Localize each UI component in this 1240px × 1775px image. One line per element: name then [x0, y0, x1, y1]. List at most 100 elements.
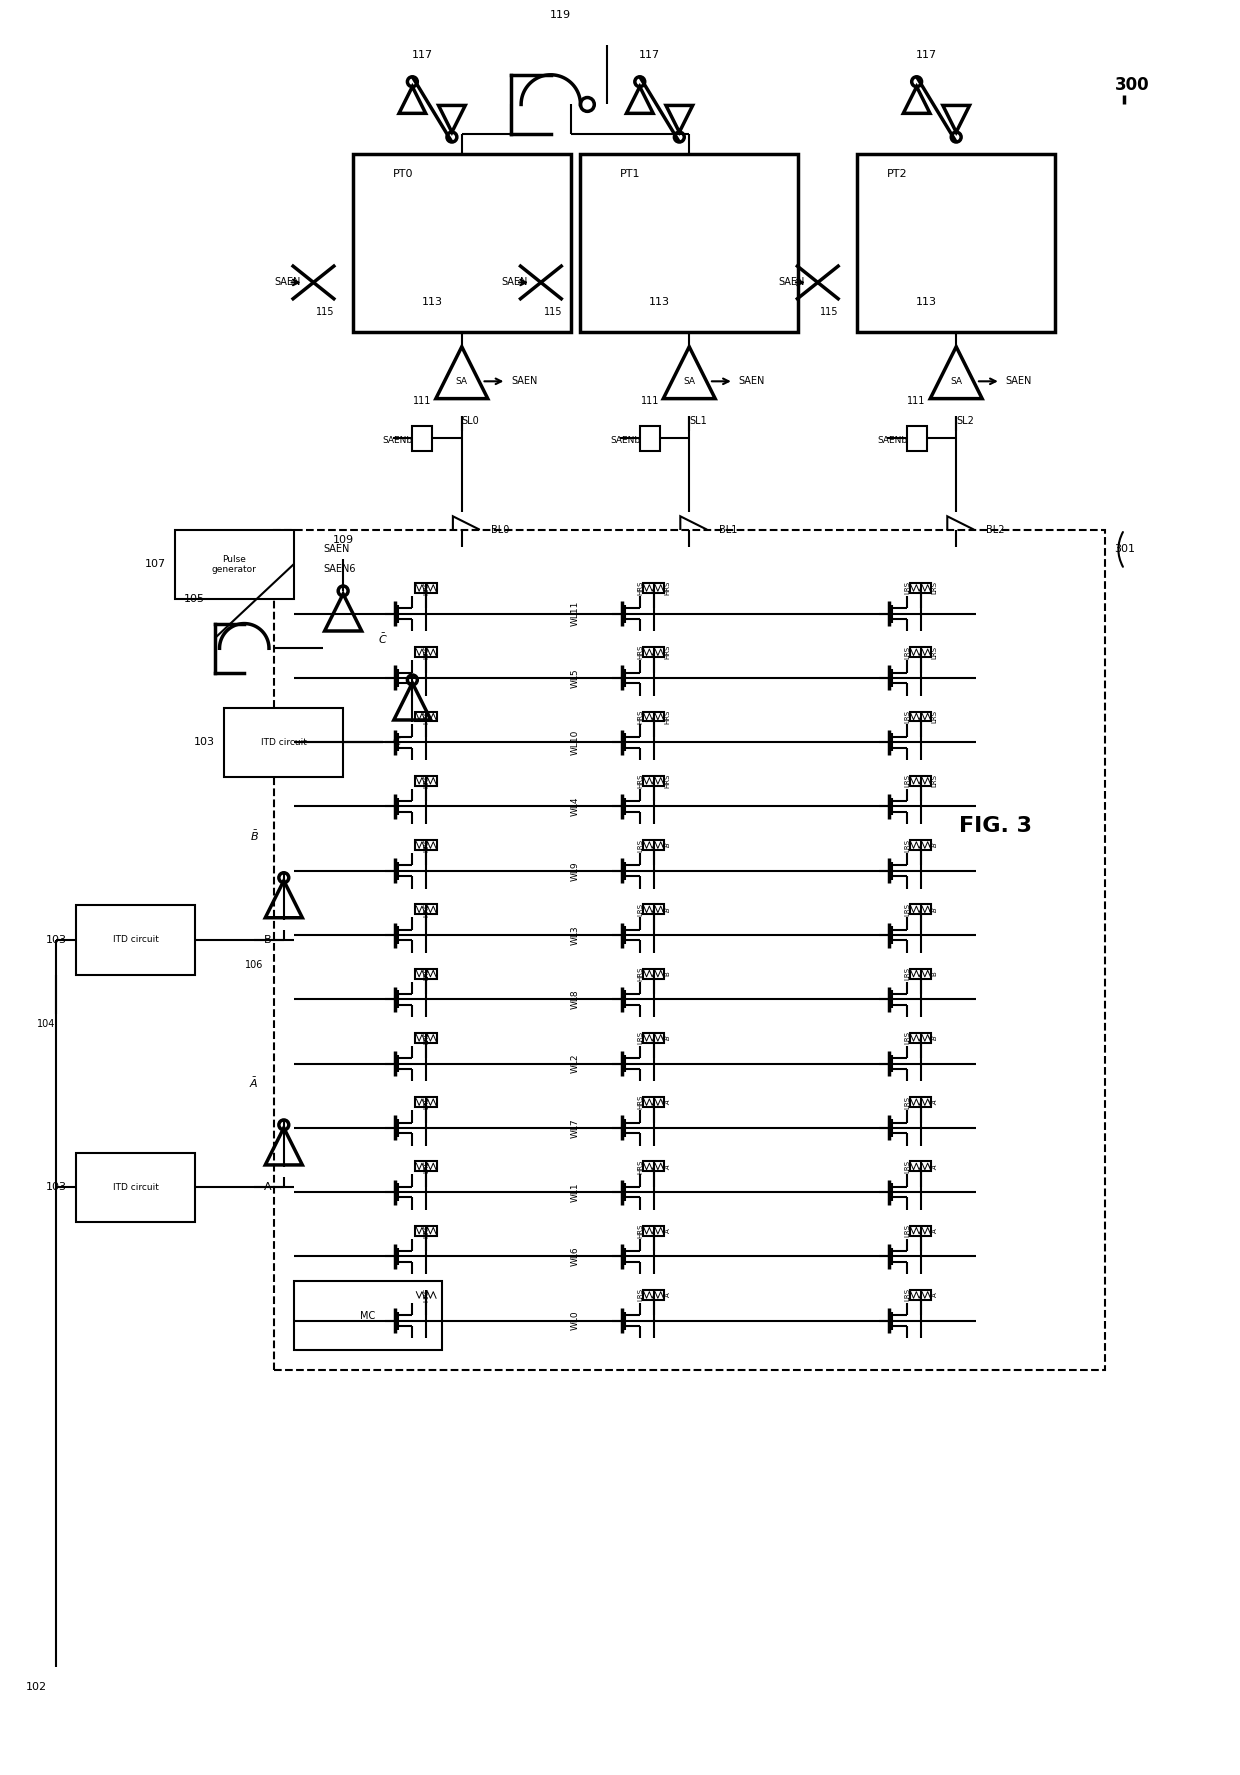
Bar: [642, 840, 665, 850]
Text: SAEN: SAEN: [779, 277, 805, 288]
Bar: [415, 905, 436, 914]
Bar: [415, 969, 436, 978]
Text: LRS: LRS: [905, 710, 910, 722]
Text: WL1: WL1: [570, 1182, 580, 1202]
Text: SAEN: SAEN: [324, 545, 350, 554]
Text: HRS: HRS: [423, 580, 429, 595]
Text: 111: 111: [641, 396, 658, 406]
Text: LRS: LRS: [931, 646, 937, 659]
Text: 111: 111: [413, 396, 432, 406]
Bar: [910, 648, 931, 657]
Text: 301: 301: [1115, 545, 1136, 554]
Text: FIG. 3: FIG. 3: [960, 816, 1032, 836]
Text: PT0: PT0: [393, 169, 413, 179]
Text: HRS: HRS: [423, 902, 429, 916]
Text: $\bar{B}$: $\bar{B}$: [929, 841, 940, 848]
Text: SAEN: SAEN: [501, 277, 528, 288]
Text: $\bar{A}$: $\bar{A}$: [662, 1163, 672, 1170]
Text: PT1: PT1: [620, 169, 641, 179]
Bar: [642, 1033, 665, 1044]
Text: HRS: HRS: [423, 838, 429, 852]
Text: $\bar{B}$: $\bar{B}$: [249, 829, 259, 843]
Bar: [415, 1033, 436, 1044]
Bar: [910, 1033, 931, 1044]
Bar: [642, 1290, 665, 1299]
Text: ITD circuit: ITD circuit: [113, 935, 159, 944]
Text: LRS: LRS: [905, 1289, 910, 1301]
Text: HRS: HRS: [423, 1223, 429, 1237]
Text: LRS: LRS: [637, 838, 644, 852]
Text: 117: 117: [412, 50, 433, 60]
Text: LRS: LRS: [423, 1159, 429, 1173]
Bar: [294, 1282, 441, 1351]
Text: LRS: LRS: [637, 1031, 644, 1044]
Text: SAEN: SAEN: [1006, 376, 1032, 387]
Text: SAEN: SAEN: [739, 376, 765, 387]
Text: SAENb: SAENb: [877, 437, 908, 446]
Text: 115: 115: [316, 307, 335, 318]
Text: $\bar{A}$: $\bar{A}$: [929, 1099, 940, 1106]
Text: HRS: HRS: [665, 580, 671, 595]
Text: WL7: WL7: [570, 1118, 580, 1138]
Text: $\hat{B}$: $\hat{B}$: [929, 1035, 940, 1042]
Text: 113: 113: [422, 296, 443, 307]
Text: WL4: WL4: [570, 797, 580, 816]
Text: WL11: WL11: [570, 602, 580, 627]
Text: 119: 119: [551, 11, 572, 21]
Bar: [642, 648, 665, 657]
Text: HRS: HRS: [665, 710, 671, 724]
Text: 107: 107: [145, 559, 166, 570]
Text: LRS: LRS: [637, 903, 644, 916]
Bar: [415, 1161, 436, 1172]
Text: LRS: LRS: [931, 710, 937, 722]
Text: $\bar{B}$: $\bar{B}$: [662, 907, 672, 912]
Text: LRS: LRS: [905, 646, 910, 659]
Text: LRS: LRS: [905, 774, 910, 788]
Bar: [415, 1227, 436, 1235]
Text: HRS: HRS: [665, 644, 671, 660]
Text: LRS: LRS: [905, 1159, 910, 1173]
Bar: [910, 1161, 931, 1172]
Bar: [580, 154, 799, 332]
Text: B: B: [665, 971, 671, 976]
Text: 105: 105: [185, 595, 206, 604]
Text: $\bar{B}$: $\bar{B}$: [929, 907, 940, 912]
Text: SA: SA: [456, 376, 467, 385]
Text: HRS: HRS: [423, 644, 429, 660]
Text: HRS: HRS: [637, 580, 644, 595]
Text: 106: 106: [246, 960, 263, 969]
Bar: [642, 1161, 665, 1172]
Text: A: A: [931, 1228, 937, 1234]
Bar: [415, 1290, 436, 1299]
Bar: [910, 969, 931, 978]
Bar: [910, 1227, 931, 1235]
Text: A: A: [264, 1182, 272, 1193]
Text: BL0: BL0: [491, 525, 510, 534]
Text: B: B: [931, 971, 937, 976]
Text: LRS: LRS: [905, 1095, 910, 1109]
Bar: [415, 776, 436, 786]
Bar: [642, 1227, 665, 1235]
Bar: [642, 712, 665, 721]
Text: SAEN: SAEN: [511, 376, 538, 387]
Bar: [353, 154, 570, 332]
Text: LRS: LRS: [931, 582, 937, 595]
Bar: [415, 712, 436, 721]
Text: HRS: HRS: [637, 1159, 644, 1173]
Text: BL2: BL2: [986, 525, 1004, 534]
Text: WL8: WL8: [570, 989, 580, 1010]
Text: LRS: LRS: [905, 1031, 910, 1044]
Bar: [175, 529, 294, 598]
Bar: [415, 582, 436, 593]
Text: WL3: WL3: [570, 925, 580, 944]
Bar: [910, 840, 931, 850]
Text: C: C: [393, 737, 401, 747]
Text: LRS: LRS: [905, 1225, 910, 1237]
Text: WL6: WL6: [570, 1246, 580, 1266]
Text: WL5: WL5: [570, 667, 580, 687]
Text: HRS: HRS: [423, 710, 429, 724]
Text: 117: 117: [916, 50, 937, 60]
Bar: [413, 426, 432, 451]
Text: $\bar{A}$: $\bar{A}$: [249, 1076, 259, 1090]
Text: SAEN6: SAEN6: [324, 564, 356, 573]
